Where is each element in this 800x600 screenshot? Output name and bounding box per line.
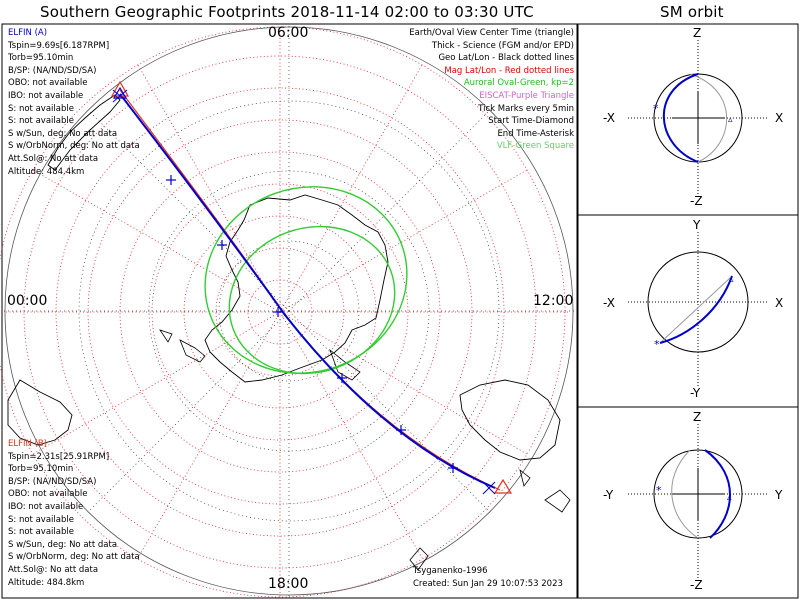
svg-text:▵: ▵ bbox=[728, 115, 733, 125]
legend-item: Earth/Oval View Center Time (triangle) bbox=[409, 28, 574, 38]
credits-author: Tsyganenko-1996 bbox=[413, 566, 488, 576]
hour-left: 00:00 bbox=[7, 293, 48, 309]
elfin-a-line: S: not available bbox=[8, 103, 74, 114]
elfin-b-line: IBO: not available bbox=[8, 501, 84, 512]
panel3-top: Z bbox=[693, 410, 702, 424]
panel1-bottom: -Z bbox=[690, 194, 703, 208]
panel1-right: X bbox=[775, 111, 784, 125]
south-america-coastline bbox=[47, 94, 121, 171]
elfin-b-line: S w/OrbNorm, deg: No att data bbox=[8, 552, 140, 563]
legend-item: Start Time-Diamond bbox=[488, 116, 574, 127]
elfin-b-name: ELFIN (B) bbox=[8, 439, 48, 449]
elfin-b-line: OBO: not available bbox=[8, 489, 88, 500]
panel3-left: -Y bbox=[603, 488, 614, 502]
legend-item: Auroral Oval-Green, kp=2 bbox=[463, 78, 574, 89]
elfin-a-line: S w/Sun, deg: No att data bbox=[8, 128, 118, 139]
panel1-top: Z bbox=[693, 26, 702, 40]
elfin-b-line: S w/Sun, deg: No att data bbox=[8, 539, 118, 550]
elfin-b-line: B/SP: (NA/ND/SD/SA) bbox=[8, 476, 97, 487]
orbit-panel-2: * ▵ bbox=[628, 232, 768, 388]
svg-text:▵: ▵ bbox=[729, 275, 734, 285]
auroral-oval bbox=[204, 186, 408, 375]
geo-grid bbox=[4, 26, 575, 597]
svg-text:*: * bbox=[656, 484, 662, 497]
svg-text:▵: ▵ bbox=[727, 493, 732, 503]
australia-coastline bbox=[459, 379, 561, 461]
track-a bbox=[119, 93, 496, 489]
legend-item: VLF-Green Square bbox=[496, 141, 574, 152]
elfin-b-line: Torb=95.10min bbox=[8, 464, 74, 475]
antarctica-coastline bbox=[204, 194, 389, 383]
orbit-panel-3: * ▵ bbox=[628, 424, 768, 580]
orbit-title: SM orbit bbox=[660, 3, 724, 21]
elfin-b-line: Tspin=2.31s[25.91RPM] bbox=[8, 451, 110, 462]
panel2-right: X bbox=[775, 296, 784, 310]
track-ticks bbox=[166, 175, 458, 473]
elfin-a-info: ELFIN (A) Tspin=9.69s[6.187RPM] Torb=95.… bbox=[8, 27, 140, 178]
svg-text:*: * bbox=[654, 338, 660, 351]
panel1-left: -X bbox=[603, 111, 615, 125]
panel2-bottom: -Y bbox=[690, 386, 701, 400]
start-markers bbox=[110, 80, 130, 103]
elfin-b-line: Att.Sol@: No att data bbox=[8, 564, 99, 575]
panel3-right: Y bbox=[775, 488, 783, 502]
elfin-a-line: S w/OrbNorm, deg: No att data bbox=[8, 141, 140, 152]
legend-item: Mag Lat/Lon - Red dotted lines bbox=[444, 65, 574, 76]
elfin-b-line: S: not available bbox=[8, 514, 74, 525]
legend-item: Geo Lat/Lon - Black dotted lines bbox=[438, 53, 574, 64]
elfin-a-line: Altitude: 484.4km bbox=[8, 166, 85, 177]
end-markers bbox=[482, 478, 513, 495]
elfin-a-line: Torb=95.10min bbox=[8, 53, 74, 64]
elfin-a-line: B/SP: (NA/ND/SD/SA) bbox=[8, 65, 97, 76]
legend-item: End Time-Asterisk bbox=[497, 128, 574, 139]
svg-text:*: * bbox=[653, 102, 659, 115]
elfin-a-line: OBO: not available bbox=[8, 78, 88, 89]
elfin-a-line: S: not available bbox=[8, 116, 74, 127]
panel3-bottom: -Z bbox=[690, 578, 703, 592]
elfin-b-line: Altitude: 484.8km bbox=[8, 577, 85, 588]
legend: Earth/Oval View Center Time (triangle) T… bbox=[409, 27, 574, 153]
elfin-a-line: Tspin=9.69s[6.187RPM] bbox=[8, 40, 110, 51]
legend-item: Tick Marks every 5min bbox=[478, 103, 574, 114]
hour-bottom: 18:00 bbox=[268, 576, 309, 592]
mag-meridians bbox=[4, 26, 570, 598]
panel2-left: -X bbox=[603, 296, 615, 310]
page-title: Southern Geographic Footprints 2018-11-1… bbox=[40, 3, 534, 21]
panel2-top: Y bbox=[693, 218, 701, 232]
elfin-b-info: ELFIN (B) Tspin=2.31s[25.91RPM] Torb=95.… bbox=[8, 438, 140, 589]
legend-item: EISCAT-Purple Triangle bbox=[479, 90, 574, 101]
elfin-a-line: IBO: not available bbox=[8, 90, 84, 101]
elfin-a-name: ELFIN (A) bbox=[8, 28, 48, 38]
elfin-a-line: Att.Sol@: No att data bbox=[8, 153, 99, 164]
credits-created: Created: Sun Jan 29 10:07:53 2023 bbox=[413, 579, 563, 589]
legend-item: Thick - Science (FGM and/or EPD) bbox=[431, 40, 574, 51]
elfin-b-line: S: not available bbox=[8, 527, 74, 538]
hour-top: 06:00 bbox=[268, 25, 309, 41]
hour-right: 12:00 bbox=[533, 293, 574, 309]
orbit-panel-1: * ▵ bbox=[628, 40, 768, 196]
